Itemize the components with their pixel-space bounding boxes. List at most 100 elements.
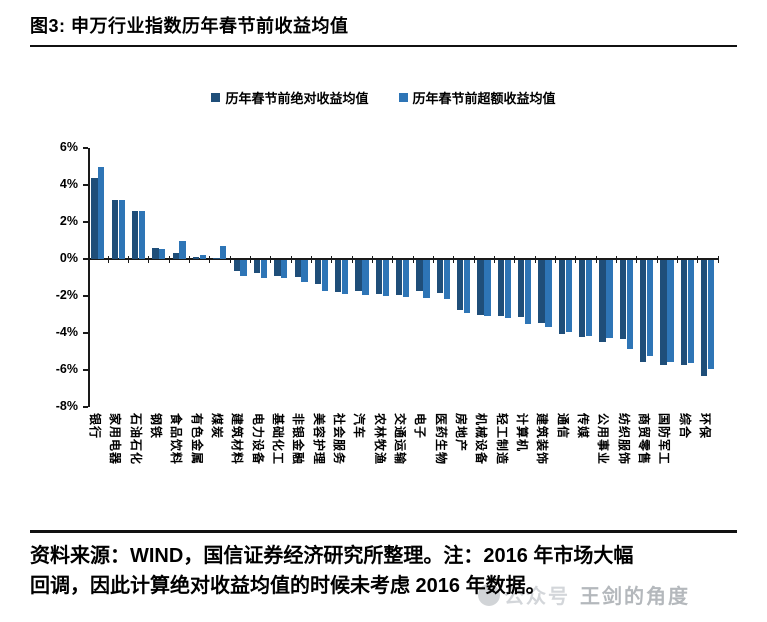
x-axis-tick-mark (311, 255, 313, 263)
x-axis-tick-mark (615, 255, 617, 263)
category-label: 电子 (413, 413, 428, 440)
x-axis-tick-mark (107, 255, 109, 263)
footer-divider (30, 530, 737, 533)
watermark-name: 王剑的角度 (580, 586, 690, 608)
bar-excess (281, 259, 288, 279)
x-axis-tick-mark (270, 255, 272, 263)
x-axis-tick-mark (148, 255, 150, 263)
y-axis-tick-mark (83, 406, 88, 408)
category-label: 轻工制造 (494, 413, 509, 466)
bar-absolute (294, 259, 301, 278)
bar-absolute (558, 259, 566, 334)
x-axis-tick-mark (676, 255, 678, 263)
x-axis-tick-mark (493, 255, 495, 263)
y-axis-tick-label: -4% (55, 325, 78, 339)
bar-excess (199, 255, 207, 259)
bar-excess (118, 199, 125, 259)
y-axis-tick-label: 0% (59, 251, 78, 265)
bar-absolute (660, 259, 667, 366)
x-axis-tick-mark (87, 255, 89, 263)
category-label: 家用电器 (108, 413, 123, 466)
y-axis-tick-mark (83, 258, 88, 260)
bar-absolute (355, 259, 362, 292)
legend-swatch-dark-blue-icon (211, 93, 221, 102)
y-axis-tick-mark (83, 184, 88, 186)
bar-absolute (640, 259, 647, 362)
x-axis-tick-mark (128, 255, 130, 263)
bar-excess (646, 259, 654, 356)
bar-absolute (111, 199, 118, 259)
legend-item-excess-return: 历年春节前超额收益均值 (398, 88, 556, 107)
bar-excess (260, 259, 268, 279)
y-axis-tick-label: 6% (59, 140, 78, 154)
bar-excess (362, 259, 369, 295)
bar-absolute (457, 259, 464, 310)
category-label: 基础化工 (271, 413, 286, 466)
chart-legend: 历年春节前绝对收益均值 历年春节前超额收益均值 (0, 88, 767, 107)
bar-excess (301, 259, 308, 282)
x-axis-tick-mark (229, 255, 231, 263)
bar-excess (524, 259, 532, 324)
category-label: 机械设备 (474, 413, 489, 466)
category-label: 综合 (677, 413, 692, 440)
bar-excess (382, 259, 389, 296)
y-axis-tick-mark (83, 221, 88, 223)
bar-absolute (680, 259, 687, 366)
bar-excess (565, 259, 572, 332)
category-label: 计算机 (514, 413, 529, 453)
category-label: 美容护理 (311, 413, 326, 466)
y-axis-tick-label: -8% (55, 399, 78, 413)
bar-absolute (375, 259, 383, 294)
x-axis-tick-mark (554, 255, 556, 263)
bar-excess (423, 259, 430, 298)
y-axis-tick-label: 4% (59, 177, 78, 191)
legend-label: 历年春节前绝对收益均值 (225, 91, 369, 106)
bar-absolute (538, 259, 545, 323)
bar-excess (220, 246, 227, 259)
y-axis-line (88, 148, 90, 407)
bar-absolute (274, 259, 281, 277)
figure-title: 图3: 申万行业指数历年春节前收益均值 (30, 16, 349, 36)
bar-excess (545, 259, 552, 328)
bar-excess (240, 259, 247, 277)
y-axis-tick-label: -2% (55, 288, 78, 302)
bar-absolute (579, 259, 586, 338)
legend-item-absolute-return: 历年春节前绝对收益均值 (211, 88, 369, 107)
x-axis-tick-mark (290, 255, 292, 263)
y-axis-tick-label: 2% (59, 214, 78, 228)
x-axis-zero-line (88, 258, 718, 260)
bar-excess (667, 259, 674, 363)
category-label: 汽车 (352, 413, 367, 440)
category-label: 纺织服饰 (616, 413, 631, 466)
x-axis-tick-mark (331, 255, 333, 263)
x-axis-tick-mark (514, 255, 516, 263)
category-label: 国防军工 (657, 413, 672, 466)
bar-excess (321, 259, 329, 292)
bar-absolute (131, 210, 139, 259)
x-axis-tick-mark (473, 255, 475, 263)
category-label: 通信 (555, 413, 570, 440)
x-axis-tick-mark (412, 255, 414, 263)
bar-excess (138, 210, 146, 259)
category-label: 石油石化 (128, 413, 143, 466)
x-axis-tick-mark (209, 255, 211, 263)
category-label: 食品饮料 (169, 413, 184, 466)
category-label: 社会服务 (332, 413, 347, 466)
source-note-line2: 回调，因此计算绝对收益均值的时候未考虑 2016 年数据。 (30, 575, 546, 597)
y-axis-tick-mark (83, 369, 88, 371)
watermark-logo-icon (478, 583, 500, 606)
category-label: 农林牧渔 (372, 413, 387, 466)
x-axis-tick-mark (351, 255, 353, 263)
bar-excess (98, 166, 105, 259)
bar-absolute (619, 259, 626, 340)
bar-absolute (518, 259, 525, 318)
bar-excess (484, 259, 491, 317)
category-label: 商贸零售 (636, 413, 651, 466)
source-note-line1: 资料来源：WIND，国信证券经济研究所整理。注：2016 年市场大幅 (30, 545, 634, 567)
x-axis-tick-mark (534, 255, 536, 263)
bar-excess (443, 259, 450, 299)
watermark-badge: 公众号 (504, 586, 570, 608)
category-label: 公用事业 (596, 413, 611, 466)
legend-swatch-light-blue-icon (398, 93, 408, 102)
x-axis-tick-mark (168, 255, 170, 263)
